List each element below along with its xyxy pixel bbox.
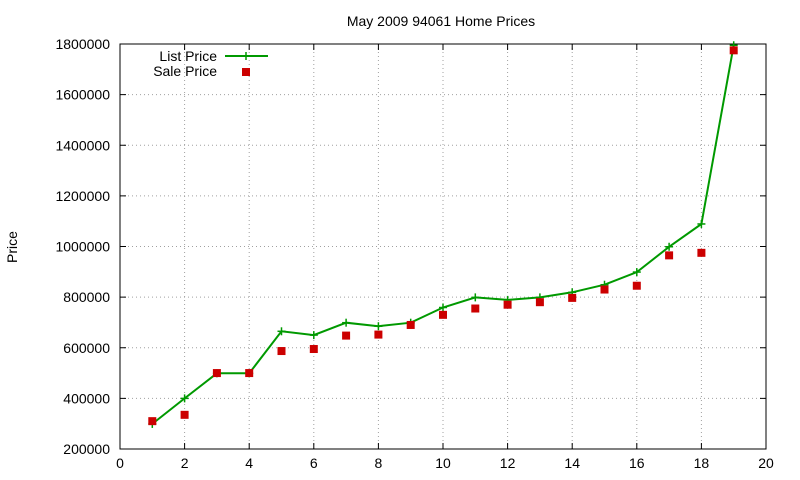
point-sale-price	[374, 330, 383, 339]
y-tick-label: 600000	[63, 340, 110, 356]
point-sale-price	[535, 298, 544, 307]
y-axis-label: Price	[4, 231, 20, 263]
legend-label-sale-price: Sale Price	[153, 63, 217, 79]
x-tick-label: 16	[629, 455, 645, 471]
point-sale-price	[729, 46, 738, 55]
point-sale-price	[665, 251, 674, 260]
x-tick-label: 6	[310, 455, 318, 471]
y-tick-label: 400000	[63, 390, 110, 406]
x-tick-label: 10	[435, 455, 451, 471]
legend-marker-sale-price	[242, 68, 250, 76]
x-tick-label: 20	[758, 455, 774, 471]
point-list-price	[471, 293, 480, 302]
point-list-price	[374, 322, 383, 331]
point-list-price	[277, 327, 286, 336]
series	[148, 41, 738, 428]
point-sale-price	[568, 293, 577, 302]
point-list-price	[697, 219, 706, 228]
point-sale-price	[600, 285, 609, 294]
x-tick-label: 8	[375, 455, 383, 471]
point-sale-price	[471, 304, 480, 313]
x-tick-label: 18	[694, 455, 710, 471]
chart-title: May 2009 94061 Home Prices	[347, 13, 535, 29]
point-sale-price	[277, 347, 286, 356]
y-tick-label: 1600000	[55, 87, 110, 103]
legend-label-list-price: List Price	[159, 48, 217, 64]
legend: List Price Sale Price	[153, 48, 268, 79]
point-sale-price	[632, 281, 641, 290]
point-sale-price	[245, 369, 254, 378]
point-list-price	[180, 394, 189, 403]
x-tick-label: 4	[245, 455, 253, 471]
point-sale-price	[503, 300, 512, 309]
point-sale-price	[697, 248, 706, 257]
legend-marker-list-price	[242, 52, 250, 60]
point-list-price	[309, 331, 318, 340]
x-tick-label: 14	[564, 455, 580, 471]
y-tick-label: 800000	[63, 289, 110, 305]
point-sale-price	[439, 310, 447, 319]
series-line-list-price	[151, 45, 735, 425]
y-tick-label: 200000	[63, 441, 110, 457]
point-list-price	[439, 303, 447, 312]
point-list-price	[632, 268, 641, 277]
point-list-price	[665, 242, 674, 251]
y-tick-label: 1400000	[55, 137, 110, 153]
y-tick-label: 1200000	[55, 188, 110, 204]
axis-ticks: 0 2 4 6 8 10 12 14 16 18 20 200000 400000 600000 80000…	[55, 36, 774, 471]
y-tick-label: 1800000	[55, 36, 110, 52]
y-tick-label: 1000000	[55, 239, 110, 255]
point-sale-price	[309, 345, 318, 354]
point-sale-price	[212, 369, 221, 378]
point-list-price	[342, 318, 351, 327]
x-tick-label: 0	[116, 455, 124, 471]
x-tick-label: 12	[500, 455, 516, 471]
point-sale-price	[342, 331, 351, 340]
point-sale-price	[406, 320, 415, 329]
point-sale-price	[148, 417, 157, 426]
point-sale-price	[180, 410, 189, 419]
x-tick-label: 2	[181, 455, 189, 471]
